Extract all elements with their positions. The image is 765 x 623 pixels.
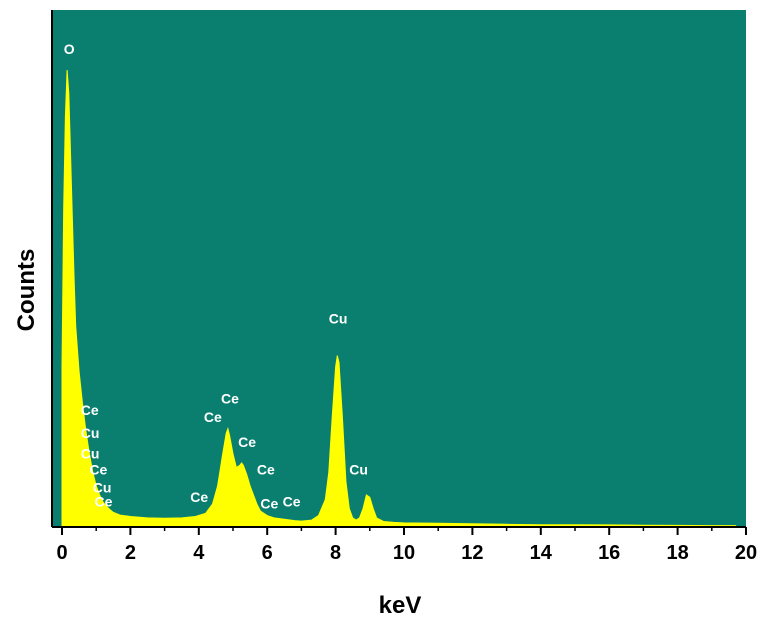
x-tick-label: 18 — [666, 542, 688, 564]
x-tick-label: 20 — [735, 542, 757, 564]
peak-label: Ce — [95, 493, 113, 509]
x-tick-label: 10 — [393, 542, 415, 564]
peak-label: Cu — [93, 480, 112, 496]
peak-label: Ce — [260, 496, 278, 512]
x-axis-title: keV — [379, 592, 422, 619]
peak-label: Ce — [204, 409, 222, 425]
x-tick-label: 8 — [330, 542, 341, 564]
x-axis-ticks: 0 2 4 6 8 10 12 14 16 18 20 — [56, 527, 757, 564]
x-tick-label: 16 — [598, 542, 620, 564]
x-tick-label: 14 — [530, 542, 553, 564]
peak-label: Ce — [283, 493, 301, 509]
peak-label: Ce — [89, 461, 107, 477]
peak-label: Ce — [257, 461, 275, 477]
plot-background — [52, 10, 746, 527]
peak-label: Cu — [81, 425, 100, 441]
peak-label: Ce — [221, 391, 239, 407]
spectrum-area — [61, 69, 737, 528]
x-tick-label: 0 — [56, 542, 67, 564]
peak-label: Cu — [81, 445, 100, 461]
peak-label: Ce — [81, 402, 99, 418]
y-axis-title: Counts — [13, 249, 40, 332]
x-tick-label: 2 — [125, 542, 136, 564]
x-tick-label: 12 — [461, 542, 483, 564]
x-tick-label: 4 — [193, 542, 205, 564]
peak-label: Ce — [238, 434, 256, 450]
peak-label: Cu — [349, 461, 368, 477]
x-tick-label: 6 — [262, 542, 273, 564]
peak-label: Ce — [190, 489, 208, 505]
peak-label: Cu — [329, 311, 348, 327]
peak-label: O — [64, 41, 75, 57]
